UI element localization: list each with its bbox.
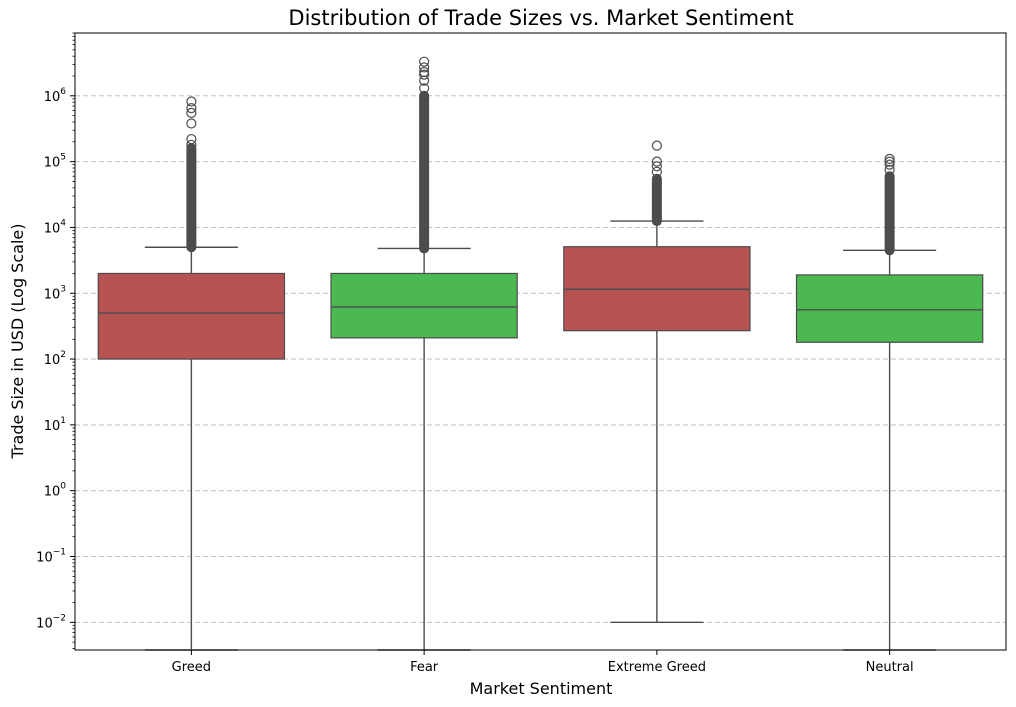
x-tick-label: Fear (410, 660, 439, 675)
flier-band (884, 171, 895, 256)
y-tick-label: 10−1 (36, 548, 66, 566)
y-tick-label: 103 (44, 284, 66, 302)
flier-point (651, 161, 662, 172)
y-tick-exponent: 6 (60, 87, 66, 97)
y-tick-label: 104 (44, 218, 67, 236)
flier-point (651, 166, 662, 177)
y-tick-exponent: −2 (53, 613, 66, 623)
y-tick-label: 100 (44, 482, 67, 500)
y-tick-exponent: 2 (60, 350, 66, 360)
flier-point (419, 69, 430, 80)
y-tick-exponent: 0 (60, 482, 66, 492)
y-tick-exponent: 5 (60, 153, 66, 163)
flier-point (419, 62, 430, 73)
iqr-box (795, 274, 984, 343)
iqr-box (330, 272, 518, 339)
flier-point (186, 118, 197, 129)
flier-point (186, 96, 197, 107)
y-tick-label: 106 (44, 87, 67, 105)
grid-layer (75, 95, 1006, 623)
y-tick-base: 10 (44, 485, 61, 500)
box-group (795, 153, 984, 651)
y-tick-base: 10 (44, 156, 61, 171)
flier-point (884, 159, 895, 170)
box-layer (97, 56, 984, 651)
y-tick-exponent: 3 (60, 284, 66, 294)
box-group (330, 56, 518, 651)
box-group (97, 96, 286, 651)
flier-point (884, 153, 895, 164)
flier-point (186, 139, 197, 150)
y-tick-exponent: 1 (60, 416, 66, 426)
chart-title: Distribution of Trade Sizes vs. Market S… (288, 6, 793, 30)
x-tick-layer: Greed Fear Extreme Greed Neutral (172, 650, 914, 675)
flier-point (651, 140, 662, 151)
y-tick-exponent: −1 (53, 548, 66, 558)
x-axis-label: Market Sentiment (470, 679, 613, 698)
flier-point (884, 156, 895, 167)
flier-point (884, 164, 895, 175)
y-tick-label: 10−2 (36, 613, 66, 631)
y-axis-label: Trade Size in USD (Log Scale) (8, 224, 27, 460)
y-tick-base: 10 (44, 90, 61, 105)
flier-band (651, 173, 662, 227)
flier-band (186, 143, 197, 253)
flier-point (186, 107, 197, 118)
y-tick-label: 105 (44, 153, 66, 171)
plot-frame (74, 32, 1007, 651)
x-tick-label: Neutral (866, 660, 914, 675)
x-tick-label: Greed (172, 660, 211, 675)
y-tick-base: 10 (44, 353, 61, 368)
flier-point (651, 156, 662, 167)
y-tick-base: 10 (36, 551, 53, 566)
y-tick-base: 10 (44, 419, 61, 434)
y-tick-label: 102 (44, 350, 66, 368)
x-tick-label: Extreme Greed (608, 660, 706, 675)
y-tick-base: 10 (44, 287, 61, 302)
flier-point (186, 133, 197, 145)
y-tick-exponent: 4 (60, 218, 66, 228)
y-tick-base: 10 (36, 616, 53, 631)
flier-point (186, 103, 197, 114)
flier-point (419, 56, 430, 67)
iqr-box (97, 272, 286, 360)
flier-point (419, 66, 430, 78)
flier-band (419, 90, 430, 254)
y-tick-base: 10 (44, 221, 61, 236)
y-tick-label: 101 (44, 416, 66, 434)
box-group (563, 140, 751, 624)
flier-point (419, 83, 430, 94)
